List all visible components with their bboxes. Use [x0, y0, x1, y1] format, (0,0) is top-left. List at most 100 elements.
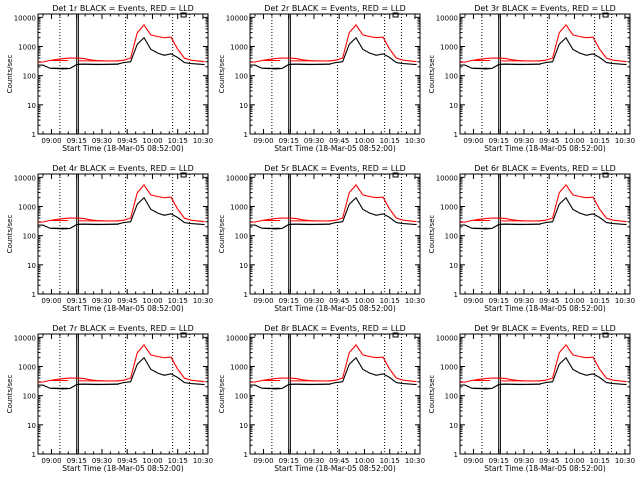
y-tick-label: 1000	[18, 203, 36, 211]
lld-series-line	[249, 184, 417, 223]
x-axis-label: Start Time (18-Mar-05 08:52:00)	[274, 144, 396, 153]
x-tick-label: 10:30	[615, 297, 635, 305]
x-tick-label: 09:45	[539, 297, 559, 305]
x-tick-label: 10:15	[168, 137, 188, 145]
lld-series-line	[459, 184, 627, 223]
plot-frame	[37, 13, 209, 135]
x-tick-label: 10:15	[380, 137, 400, 145]
x-tick-label: 09:15	[489, 137, 509, 145]
x-tick-label: 09:45	[117, 297, 137, 305]
panel-title: Det 6r BLACK = Events, RED = LLD	[474, 164, 616, 173]
y-tick-label: 1000	[230, 43, 248, 51]
plot-frame	[37, 333, 209, 455]
y-tick-label: 1000	[18, 43, 36, 51]
y-axis-label: Counts/sec	[428, 375, 436, 414]
x-tick-label: 09:45	[329, 457, 349, 465]
x-tick-label: 09:15	[279, 457, 299, 465]
y-tick-label: 1	[454, 131, 458, 139]
events-series-line	[38, 196, 205, 230]
detector-panel-2: Det 2r BLACK = Events, RED = LLD 1 10 100 10…	[218, 4, 425, 153]
x-tick-label: 10:30	[405, 297, 425, 305]
x-tick-label: 09:00	[253, 137, 273, 145]
plot-frame	[459, 333, 631, 455]
x-tick-label: 10:00	[142, 297, 162, 305]
x-tick-label: 09:45	[117, 137, 137, 145]
x-axis-label: Start Time (18-Mar-05 08:52:00)	[484, 144, 606, 153]
y-tick-label: 10	[449, 102, 458, 110]
y-tick-label: 10	[27, 262, 36, 270]
y-tick-label: 10	[239, 422, 248, 430]
y-axis-label: Counts/sec	[218, 215, 226, 254]
y-tick-label: 10000	[226, 334, 248, 342]
lld-series-line	[249, 344, 417, 383]
x-tick-label: 10:15	[590, 137, 610, 145]
attenuator-marker	[180, 172, 187, 178]
x-tick-label: 09:00	[41, 137, 61, 145]
x-tick-label: 10:30	[193, 137, 213, 145]
y-tick-label: 1	[244, 131, 248, 139]
x-tick-label: 09:30	[92, 457, 112, 465]
y-tick-label: 10	[27, 422, 36, 430]
panel-title: Det 3r BLACK = Events, RED = LLD	[474, 4, 616, 13]
y-tick-label: 100	[235, 393, 248, 401]
y-tick-label: 1000	[230, 363, 248, 371]
x-tick-label: 10:30	[193, 297, 213, 305]
x-tick-label: 10:30	[615, 137, 635, 145]
x-tick-label: 10:15	[590, 297, 610, 305]
attenuator-marker	[392, 172, 399, 178]
detector-panel-5: Det 5r BLACK = Events, RED = LLD 1 10 100 10…	[218, 164, 425, 313]
plot-frame	[459, 13, 631, 135]
x-tick-label: 09:15	[67, 137, 87, 145]
x-tick-label: 09:00	[463, 137, 483, 145]
y-axis-label: Counts/sec	[428, 55, 436, 94]
y-tick-label: 1000	[440, 43, 458, 51]
x-tick-label: 09:45	[539, 457, 559, 465]
y-tick-label: 100	[23, 393, 36, 401]
x-tick-label: 09:15	[67, 297, 87, 305]
plot-frame	[249, 13, 421, 135]
x-tick-label: 10:15	[380, 297, 400, 305]
x-axis-label: Start Time (18-Mar-05 08:52:00)	[484, 464, 606, 473]
detector-panel-9: Det 9r BLACK = Events, RED = LLD 1 10 100 10…	[428, 324, 635, 473]
y-tick-label: 10000	[436, 334, 458, 342]
y-tick-label: 100	[235, 233, 248, 241]
events-series-line	[38, 36, 205, 70]
x-tick-label: 09:00	[253, 457, 273, 465]
x-tick-label: 10:15	[380, 457, 400, 465]
events-series-line	[460, 36, 627, 70]
y-tick-label: 10	[239, 262, 248, 270]
y-axis-label: Counts/sec	[218, 55, 226, 94]
x-tick-label: 10:00	[564, 137, 584, 145]
y-tick-label: 1	[244, 291, 248, 299]
y-tick-label: 1000	[440, 203, 458, 211]
x-tick-label: 09:30	[304, 457, 324, 465]
y-tick-label: 1	[454, 451, 458, 459]
panel-title: Det 8r BLACK = Events, RED = LLD	[264, 324, 406, 333]
y-tick-label: 10	[449, 262, 458, 270]
y-tick-label: 1	[454, 291, 458, 299]
x-axis-label: Start Time (18-Mar-05 08:52:00)	[62, 144, 184, 153]
plot-frame	[37, 173, 209, 295]
attenuator-marker	[180, 332, 187, 338]
x-tick-label: 09:45	[329, 137, 349, 145]
x-axis-label: Start Time (18-Mar-05 08:52:00)	[274, 464, 396, 473]
attenuator-marker	[392, 332, 399, 338]
detector-panel-8: Det 8r BLACK = Events, RED = LLD 1 10 100 10…	[218, 324, 425, 473]
y-tick-label: 1	[244, 451, 248, 459]
x-tick-label: 10:00	[354, 297, 374, 305]
y-axis-label: Counts/sec	[6, 215, 14, 254]
x-tick-label: 09:45	[117, 457, 137, 465]
panel-title: Det 2r BLACK = Events, RED = LLD	[264, 4, 406, 13]
x-tick-label: 10:30	[193, 457, 213, 465]
lld-series-line	[37, 344, 205, 383]
y-tick-label: 10	[27, 102, 36, 110]
panel-title: Det 5r BLACK = Events, RED = LLD	[264, 164, 406, 173]
x-tick-label: 09:15	[67, 457, 87, 465]
y-tick-label: 10000	[226, 14, 248, 22]
y-tick-label: 10000	[226, 174, 248, 182]
y-tick-label: 100	[23, 233, 36, 241]
y-tick-label: 100	[445, 73, 458, 81]
y-tick-label: 10000	[436, 14, 458, 22]
x-tick-label: 10:00	[564, 297, 584, 305]
x-tick-label: 10:00	[142, 457, 162, 465]
